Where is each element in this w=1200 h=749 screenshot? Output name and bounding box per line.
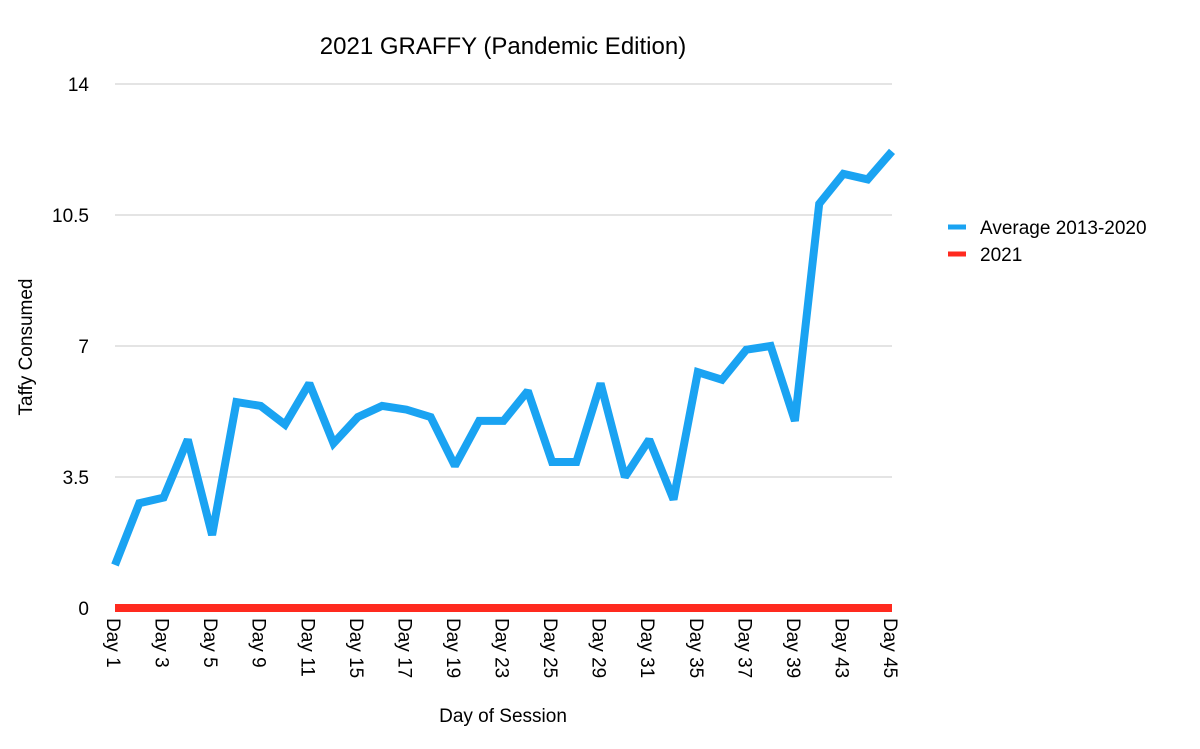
legend-label: Average 2013-2020	[980, 218, 1147, 239]
x-tick-label: Day 5	[199, 618, 220, 668]
legend-label: 2021	[980, 245, 1022, 266]
x-tick-label: Day 1	[102, 618, 123, 668]
x-tick-label: Day 17	[393, 618, 414, 678]
y-tick-label: 3.5	[63, 468, 89, 489]
x-tick-label: Day 31	[636, 618, 657, 678]
y-tick-label: 10.5	[52, 206, 89, 227]
y-tick-label: 14	[68, 75, 90, 96]
x-tick-label: Day 35	[685, 618, 706, 678]
chart-title: 2021 GRAFFY (Pandemic Edition)	[320, 33, 686, 60]
x-axis-label: Day of Session	[439, 706, 567, 727]
x-tick-label: Day 25	[539, 618, 560, 678]
x-tick-label: Day 19	[442, 618, 463, 678]
y-tick-label: 7	[78, 337, 89, 358]
x-tick-label: Day 29	[588, 618, 609, 678]
legend: Average 2013-2020 2021	[948, 218, 1147, 266]
x-tick-label: Day 37	[733, 618, 754, 678]
y-axis-label: Taffy Consumed	[16, 279, 37, 416]
x-axis-ticks: Day 1 Day 3 Day 5 Day 9 Day 11 Day 15 Day 17 Da…	[102, 618, 900, 678]
x-tick-label: Day 3	[151, 618, 172, 668]
x-tick-label: Day 11	[296, 618, 317, 677]
x-tick-label: Day 45	[879, 618, 900, 678]
series-line-0	[111, 148, 896, 567]
x-tick-label: Day 9	[248, 618, 269, 668]
x-tick-label: Day 15	[345, 618, 366, 678]
y-axis-ticks: 0 3.5 7 10.5 14	[52, 75, 89, 620]
x-tick-label: Day 43	[830, 618, 851, 678]
x-tick-label: Day 23	[491, 618, 512, 678]
x-tick-label: Day 39	[782, 618, 803, 678]
series-lines	[111, 148, 896, 612]
y-tick-label: 0	[78, 599, 89, 620]
